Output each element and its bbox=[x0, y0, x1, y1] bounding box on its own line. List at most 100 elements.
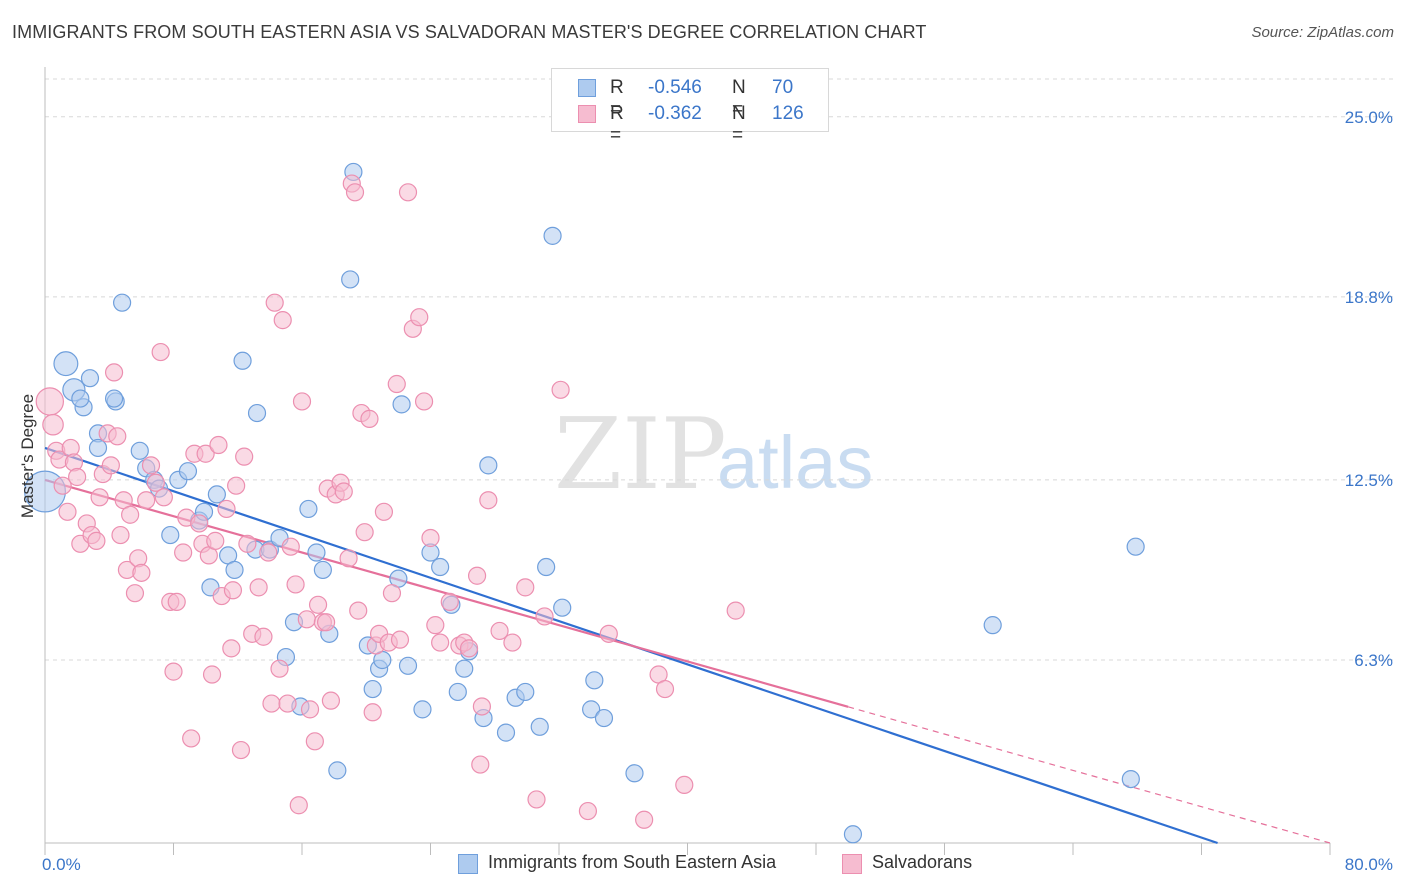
point-salvadorans bbox=[141, 456, 161, 475]
point-salvadorans bbox=[87, 531, 106, 550]
point-salvadorans bbox=[265, 293, 284, 312]
point-salvadorans bbox=[421, 528, 440, 548]
chart-title: IMMIGRANTS FROM SOUTH EASTERN ASIA VS SA… bbox=[12, 22, 927, 42]
point-south-eastern-asia bbox=[161, 525, 180, 545]
point-south-eastern-asia bbox=[53, 351, 79, 377]
point-salvadorans bbox=[223, 581, 243, 600]
point-south-eastern-asia bbox=[585, 671, 604, 690]
bottom-legend-label-series1: Immigrants from South Eastern Asia bbox=[488, 852, 777, 872]
point-salvadorans bbox=[259, 543, 278, 562]
point-south-eastern-asia bbox=[455, 659, 474, 678]
point-salvadorans bbox=[111, 525, 130, 545]
point-salvadorans bbox=[167, 592, 186, 611]
point-salvadorans bbox=[374, 502, 394, 521]
point-south-eastern-asia bbox=[479, 456, 498, 475]
point-salvadorans bbox=[527, 790, 546, 809]
point-salvadorans bbox=[578, 801, 598, 821]
axes bbox=[44, 67, 1331, 855]
watermark-atlas: atlas bbox=[717, 421, 873, 504]
point-south-eastern-asia bbox=[496, 723, 516, 742]
point-south-eastern-asia bbox=[582, 700, 601, 719]
point-salvadorans bbox=[278, 694, 297, 713]
legend-r-label: R = bbox=[610, 103, 624, 146]
point-south-eastern-asia bbox=[299, 499, 318, 519]
legend-n-value: 70 bbox=[772, 77, 794, 98]
correlation-legend: R = -0.546 N = 70 R = -0.362 N = 126 bbox=[551, 68, 829, 146]
point-south-eastern-asia bbox=[307, 543, 326, 562]
point-south-eastern-asia bbox=[983, 616, 1002, 635]
point-south-eastern-asia bbox=[537, 557, 556, 577]
point-salvadorans bbox=[202, 665, 222, 684]
point-south-eastern-asia bbox=[328, 761, 347, 780]
point-salvadorans bbox=[345, 183, 365, 202]
point-salvadorans bbox=[235, 447, 254, 466]
x-tick-label-max: 80.0% bbox=[1345, 855, 1393, 874]
point-salvadorans bbox=[254, 627, 273, 646]
point-salvadorans bbox=[217, 499, 236, 519]
point-salvadorans bbox=[410, 308, 429, 327]
point-south-eastern-asia bbox=[363, 679, 382, 699]
point-salvadorans bbox=[599, 624, 618, 643]
watermark-zip: ZIP bbox=[554, 398, 727, 512]
point-salvadorans bbox=[222, 639, 241, 658]
legend-swatch-series1 bbox=[578, 79, 596, 97]
point-south-eastern-asia bbox=[392, 395, 411, 414]
point-salvadorans bbox=[655, 679, 675, 699]
point-south-eastern-asia bbox=[398, 656, 418, 675]
point-salvadorans bbox=[249, 578, 268, 597]
point-salvadorans bbox=[675, 775, 694, 795]
y-tick-label: 12.5% bbox=[1345, 471, 1393, 490]
point-salvadorans bbox=[308, 595, 328, 614]
point-south-eastern-asia bbox=[104, 389, 124, 408]
point-south-eastern-asia bbox=[130, 441, 149, 460]
point-salvadorans bbox=[398, 183, 418, 202]
trend-line-salvadorans-extrapolated bbox=[847, 706, 1331, 844]
point-salvadorans bbox=[334, 482, 353, 501]
point-south-eastern-asia bbox=[553, 598, 572, 617]
point-south-eastern-asia bbox=[413, 700, 432, 719]
point-salvadorans bbox=[355, 523, 374, 542]
point-south-eastern-asia bbox=[543, 226, 562, 245]
point-salvadorans bbox=[262, 694, 281, 713]
point-south-eastern-asia bbox=[71, 389, 90, 408]
point-salvadorans bbox=[467, 566, 487, 585]
grid-lines bbox=[45, 78, 1395, 661]
point-salvadorans bbox=[146, 473, 165, 492]
point-south-eastern-asia bbox=[431, 557, 450, 577]
point-salvadorans bbox=[349, 601, 368, 620]
point-salvadorans bbox=[305, 732, 324, 751]
point-salvadorans bbox=[297, 610, 316, 629]
point-salvadorans bbox=[490, 621, 509, 641]
point-salvadorans bbox=[137, 491, 156, 510]
point-south-eastern-asia bbox=[112, 293, 132, 312]
point-salvadorans bbox=[471, 755, 490, 774]
point-salvadorans bbox=[363, 703, 382, 722]
point-salvadorans bbox=[390, 630, 410, 649]
point-south-eastern-asia bbox=[625, 764, 644, 783]
point-salvadorans bbox=[101, 456, 120, 475]
point-salvadorans bbox=[108, 427, 127, 446]
point-salvadorans bbox=[154, 488, 173, 507]
point-salvadorans bbox=[431, 633, 450, 652]
point-salvadorans bbox=[227, 476, 246, 495]
point-salvadorans bbox=[321, 691, 341, 710]
point-salvadorans bbox=[182, 729, 201, 748]
point-salvadorans bbox=[551, 380, 570, 399]
legend-n-label: N = bbox=[732, 77, 746, 120]
source-credit: Source: ZipAtlas.com bbox=[1251, 24, 1394, 41]
point-south-eastern-asia bbox=[207, 485, 226, 504]
point-south-eastern-asia bbox=[1126, 537, 1145, 556]
point-south-eastern-asia bbox=[178, 462, 198, 481]
point-south-eastern-asia bbox=[80, 369, 100, 388]
point-salvadorans bbox=[42, 413, 64, 436]
bottom-legend-swatch-series2 bbox=[842, 854, 862, 874]
point-south-eastern-asia bbox=[341, 270, 360, 289]
point-salvadorans bbox=[440, 592, 459, 611]
point-salvadorans bbox=[270, 659, 289, 678]
point-salvadorans bbox=[209, 435, 228, 455]
point-salvadorans bbox=[360, 409, 379, 428]
point-salvadorans bbox=[387, 374, 406, 394]
point-salvadorans bbox=[382, 584, 402, 603]
point-salvadorans bbox=[426, 616, 445, 635]
